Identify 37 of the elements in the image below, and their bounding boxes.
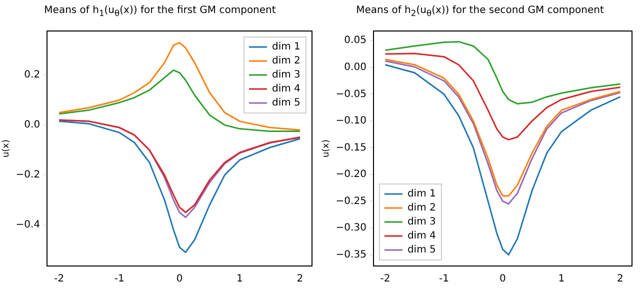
y-tick-label: −0.05: [336, 88, 366, 100]
x-tick-label: 0: [176, 274, 183, 285]
legend-label: dim 1: [407, 188, 436, 200]
chart-title: Means of h$_{2}$(u$_{θ}$(x)) for the second GM component: [355, 4, 605, 20]
x-tick-label: -1: [438, 274, 449, 285]
y-tick-label: −0.15: [336, 142, 366, 154]
legend-label: dim 2: [272, 56, 300, 67]
legend-label: dim 4: [272, 84, 300, 95]
x-tick-label: 2: [296, 274, 304, 285]
x-tick-label: 2: [617, 274, 624, 285]
x-tick-label: 1: [558, 274, 565, 285]
y-axis-title: u(x): [322, 139, 332, 158]
y-tick-label: −0.25: [336, 196, 366, 207]
y-tick-label: −0.2: [16, 170, 40, 181]
x-tick-label: 1: [236, 274, 243, 285]
y-tick-label: −0.4: [16, 219, 40, 230]
legend-label: dim 5: [272, 98, 300, 109]
y-axis-title: u(x): [2, 139, 12, 158]
legend-label: dim 3: [272, 70, 300, 81]
y-tick-label: 0.0: [24, 120, 40, 131]
chart-title: Means of h$_{1}$(u$_{θ}$(x)) for the first GM component: [43, 4, 277, 20]
x-tick-label: -2: [54, 274, 64, 285]
y-tick-label: −0.10: [336, 116, 366, 127]
y-tick-label: 0.05: [344, 35, 366, 46]
legend-label: dim 3: [407, 216, 436, 228]
x-tick-label: -2: [380, 274, 390, 285]
y-tick-label: 0.2: [24, 70, 40, 81]
legend-label: dim 1: [272, 42, 300, 53]
y-tick-label: −0.30: [336, 222, 366, 234]
y-tick-label: 0.00: [344, 62, 366, 73]
y-tick-label: −0.20: [336, 169, 366, 180]
x-tick-label: 0: [500, 274, 506, 285]
legend-label: dim 5: [407, 244, 436, 256]
legend-label: dim 4: [407, 230, 436, 242]
legend-label: dim 2: [407, 202, 436, 214]
x-tick-label: -1: [114, 274, 124, 285]
y-tick-label: −0.35: [336, 249, 366, 260]
